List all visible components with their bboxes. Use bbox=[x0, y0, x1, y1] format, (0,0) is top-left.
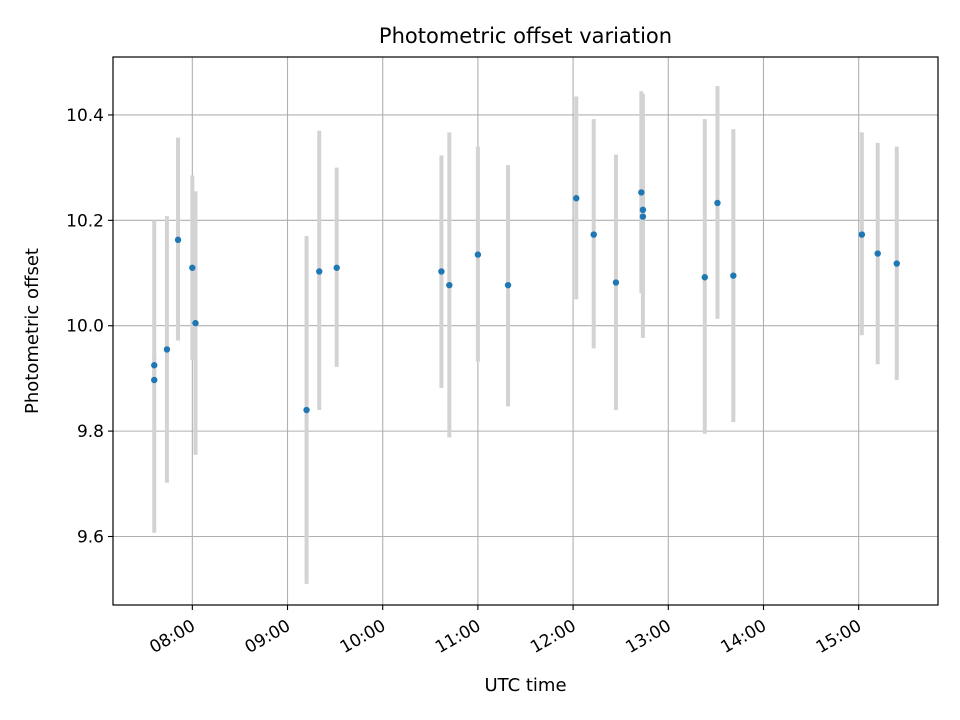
data-point bbox=[730, 272, 737, 279]
y-tick-label: 9.8 bbox=[77, 422, 104, 442]
plot-area-frame bbox=[112, 56, 939, 606]
data-point bbox=[612, 279, 620, 286]
data-point bbox=[174, 236, 182, 244]
data-point bbox=[474, 251, 482, 258]
data-point bbox=[874, 250, 881, 257]
data-point bbox=[151, 362, 158, 369]
data-point bbox=[858, 231, 866, 238]
data-point bbox=[638, 189, 645, 196]
y-tick-label: 10.0 bbox=[66, 317, 104, 337]
grid-layer bbox=[113, 57, 938, 605]
data-point bbox=[504, 281, 512, 289]
data-point bbox=[151, 376, 158, 384]
data-point bbox=[639, 206, 647, 214]
data-point bbox=[316, 268, 323, 275]
data-point bbox=[163, 346, 171, 353]
data-point bbox=[639, 213, 647, 220]
data-point bbox=[303, 406, 310, 414]
x-axis-label: UTC time bbox=[484, 675, 566, 696]
y-tick-label: 10.4 bbox=[66, 106, 104, 126]
data-point bbox=[590, 231, 597, 238]
data-point bbox=[446, 281, 453, 289]
data-point bbox=[438, 268, 445, 275]
data-point bbox=[714, 199, 721, 207]
data-point bbox=[189, 264, 196, 271]
marker-layer bbox=[151, 189, 900, 414]
chart-title: Photometric offset variation bbox=[379, 24, 672, 48]
data-point bbox=[333, 264, 340, 271]
y-axis-label: Photometric offset bbox=[22, 248, 43, 414]
data-point bbox=[192, 319, 199, 327]
data-point bbox=[573, 195, 580, 202]
data-point bbox=[701, 274, 708, 281]
y-tick-label: 10.2 bbox=[66, 211, 104, 231]
data-point bbox=[893, 260, 900, 267]
y-tick-label: 9.6 bbox=[77, 528, 104, 548]
